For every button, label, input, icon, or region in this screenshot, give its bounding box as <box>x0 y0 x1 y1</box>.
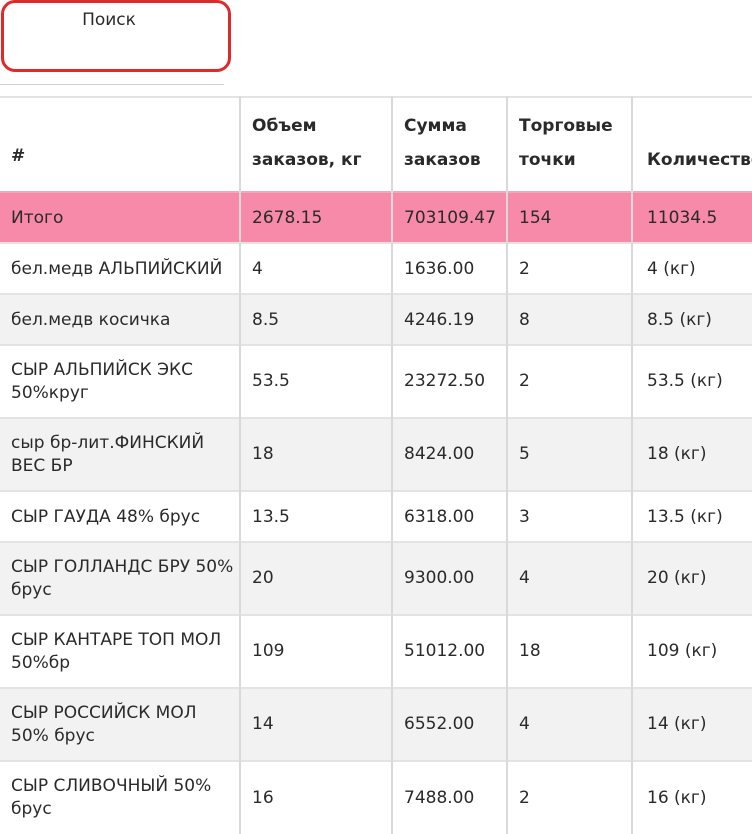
cell-points: 4 <box>507 541 633 615</box>
table-row[interactable]: СЫР СЛИВОЧНЫЙ 50% брус 16 7488.00 2 16 (… <box>0 760 752 834</box>
cell-sum: 4246.19 <box>392 293 508 345</box>
cell-sum: 1636.00 <box>392 242 508 294</box>
cell-name: сыр бр-лит.ФИНСКИЙ ВЕС БР <box>0 417 241 491</box>
header-qty[interactable]: Количество <box>632 96 752 192</box>
search-divider <box>0 84 224 85</box>
total-sum: 703109.47 <box>392 191 508 243</box>
cell-volume: 20 <box>240 541 393 615</box>
cell-volume: 8.5 <box>240 293 393 345</box>
cell-name: СЫР АЛЬПИЙСК ЭКС 50%круг <box>0 344 241 418</box>
cell-volume: 18 <box>240 417 393 491</box>
cell-sum: 8424.00 <box>392 417 508 491</box>
table-row[interactable]: сыр бр-лит.ФИНСКИЙ ВЕС БР 18 8424.00 5 1… <box>0 417 752 491</box>
table-header-row: # Объем заказов, кг Сумма заказов Торговые… <box>0 96 752 192</box>
table-row[interactable]: СЫР ГАУДА 48% брус 13.5 6318.00 3 13.5 (… <box>0 490 752 542</box>
total-points: 154 <box>507 191 633 243</box>
orders-table: # Объем заказов, кг Сумма заказов Торговые… <box>0 96 752 834</box>
cell-sum: 23272.50 <box>392 344 508 418</box>
cell-qty: 14 (кг) <box>632 687 752 761</box>
cell-name: СЫР ГАУДА 48% брус <box>0 490 241 542</box>
cell-points: 5 <box>507 417 633 491</box>
cell-name: СЫР СЛИВОЧНЫЙ 50% брус <box>0 760 241 834</box>
cell-sum: 7488.00 <box>392 760 508 834</box>
cell-volume: 109 <box>240 614 393 688</box>
header-index[interactable]: # <box>0 96 241 192</box>
cell-name: бел.медв косичка <box>0 293 241 345</box>
cell-points: 2 <box>507 760 633 834</box>
table-row[interactable]: бел.медв косичка 8.5 4246.19 8 8.5 (кг) <box>0 293 752 345</box>
cell-qty: 18 (кг) <box>632 417 752 491</box>
header-points[interactable]: Торговые точки <box>507 96 633 192</box>
cell-volume: 4 <box>240 242 393 294</box>
total-volume: 2678.15 <box>240 191 393 243</box>
cell-points: 18 <box>507 614 633 688</box>
table-row[interactable]: СЫР КАНТАРЕ ТОП МОЛ 50%бр 109 51012.00 1… <box>0 614 752 688</box>
cell-points: 2 <box>507 242 633 294</box>
cell-qty: 4 (кг) <box>632 242 752 294</box>
cell-volume: 53.5 <box>240 344 393 418</box>
cell-name: СЫР ГОЛЛАНДС БРУ 50% брус <box>0 541 241 615</box>
cell-qty: 53.5 (кг) <box>632 344 752 418</box>
cell-qty: 20 (кг) <box>632 541 752 615</box>
total-row: Итого 2678.15 703109.47 154 11034.5 <box>0 191 752 243</box>
search-label: Поиск <box>82 10 136 30</box>
cell-qty: 8.5 (кг) <box>632 293 752 345</box>
cell-points: 4 <box>507 687 633 761</box>
cell-name: СЫР КАНТАРЕ ТОП МОЛ 50%бр <box>0 614 241 688</box>
table-row[interactable]: бел.медв АЛЬПИЙСКИЙ 4 1636.00 2 4 (кг) <box>0 242 752 294</box>
cell-qty: 16 (кг) <box>632 760 752 834</box>
total-label: Итого <box>0 191 241 243</box>
cell-points: 3 <box>507 490 633 542</box>
total-qty: 11034.5 <box>632 191 752 243</box>
cell-name: бел.медв АЛЬПИЙСКИЙ <box>0 242 241 294</box>
cell-name: СЫР РОССИЙСК МОЛ 50% брус <box>0 687 241 761</box>
cell-points: 2 <box>507 344 633 418</box>
cell-volume: 14 <box>240 687 393 761</box>
table-row[interactable]: СЫР ГОЛЛАНДС БРУ 50% брус 20 9300.00 4 2… <box>0 541 752 615</box>
cell-points: 8 <box>507 293 633 345</box>
header-sum[interactable]: Сумма заказов <box>392 96 508 192</box>
table-row[interactable]: СЫР РОССИЙСК МОЛ 50% брус 14 6552.00 4 1… <box>0 687 752 761</box>
table-row[interactable]: СЫР АЛЬПИЙСК ЭКС 50%круг 53.5 23272.50 2… <box>0 344 752 418</box>
cell-qty: 109 (кг) <box>632 614 752 688</box>
cell-volume: 13.5 <box>240 490 393 542</box>
cell-sum: 51012.00 <box>392 614 508 688</box>
cell-sum: 9300.00 <box>392 541 508 615</box>
search-box[interactable]: Поиск <box>1 0 231 72</box>
cell-sum: 6552.00 <box>392 687 508 761</box>
cell-qty: 13.5 (кг) <box>632 490 752 542</box>
cell-sum: 6318.00 <box>392 490 508 542</box>
header-volume[interactable]: Объем заказов, кг <box>240 96 393 192</box>
cell-volume: 16 <box>240 760 393 834</box>
